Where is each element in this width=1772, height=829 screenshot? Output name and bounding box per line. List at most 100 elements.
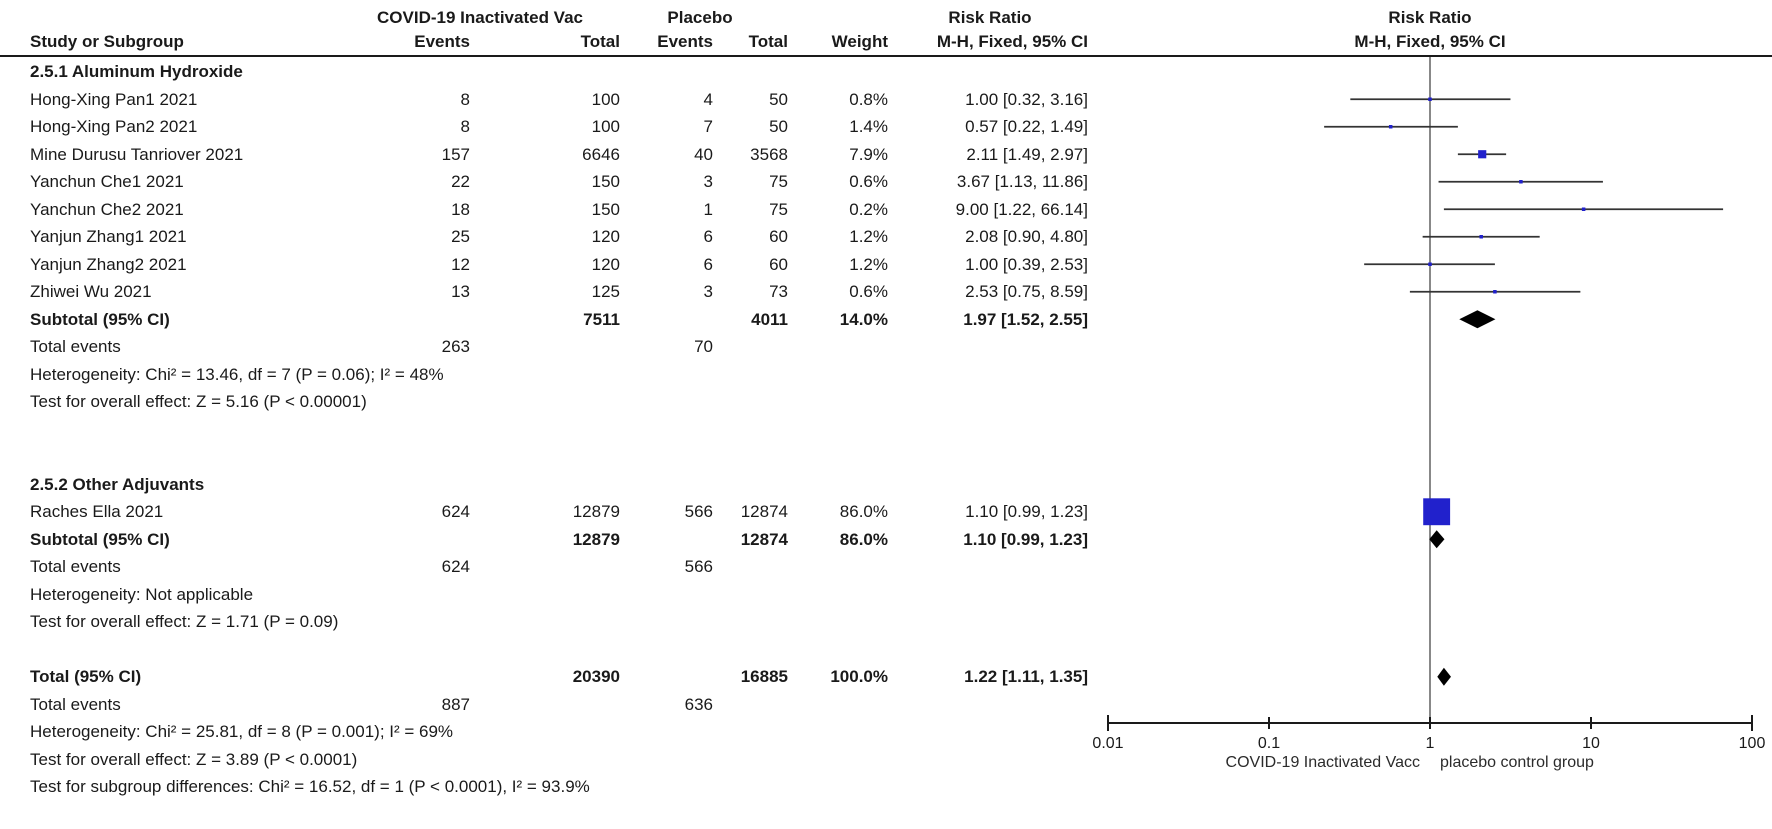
x-axis-tick-label: 10 (1582, 735, 1600, 752)
total-placebo-column-header: Total (748, 32, 788, 51)
risk-ratio-ci-value: 1.10 [0.99, 1.23] (965, 502, 1088, 521)
summary-diamond (1429, 530, 1445, 549)
events-placebo-value: 566 (684, 557, 713, 576)
note-row: Test for subgroup differences: Chi² = 16… (0, 773, 1772, 801)
events-vaccine-value: 263 (441, 337, 470, 356)
row-label: 2.5.1 Aluminum Hydroxide (30, 62, 243, 81)
weight-value: 0.2% (849, 199, 888, 219)
subgroup-header-row: 2.5.1 Aluminum Hydroxide (0, 58, 1772, 86)
events-vaccine-value: 22 (451, 172, 470, 191)
events-vaccine-value: 12 (451, 254, 470, 274)
total-events-row: Total events 624 566 (0, 553, 1772, 581)
ci-column-header-left: M-H, Fixed, 95% CI (936, 32, 1088, 51)
weight-value: 14.0% (839, 309, 888, 329)
study-marker (1493, 290, 1497, 294)
study-row: Yanchun Che1 2021 22 150 3 75 0.6% 3.67 [1.13,… (0, 168, 1772, 196)
row-label: Test for subgroup differences: Chi² = 16… (30, 777, 590, 796)
events-placebo-value: 70 (694, 337, 713, 356)
row-label: Yanjun Zhang1 2021 (30, 227, 187, 246)
total-vaccine-column-header: Total (580, 32, 620, 51)
study-marker (1581, 207, 1586, 211)
row-label: Heterogeneity: Chi² = 25.81, df = 8 (P =… (30, 722, 454, 741)
total-events-row: Total events 263 70 (0, 333, 1772, 361)
weight-value: 1.4% (849, 117, 888, 136)
study-row: Yanjun Zhang2 2021 12 120 6 60 1.2% 1.00 [0.39… (0, 251, 1772, 279)
study-marker (1428, 97, 1432, 101)
total-vaccine-value: 100 (591, 117, 620, 136)
note-row: Test for overall effect: Z = 1.71 (P = 0… (0, 608, 1772, 636)
study-row: Hong-Xing Pan1 2021 8 100 4 50 0.8% 1.00 [0.32… (0, 86, 1772, 114)
row-label: Yanchun Che2 2021 (30, 199, 184, 219)
events-placebo-value: 636 (684, 694, 713, 714)
x-axis-tick-label: 1 (1426, 735, 1435, 752)
risk-ratio-ci-value: 3.67 [1.13, 11.86] (956, 172, 1088, 191)
events-vaccine-value: 8 (460, 117, 470, 136)
events-placebo-value: 3 (703, 172, 713, 191)
ci-column-header-right: M-H, Fixed, 95% CI (1354, 32, 1506, 51)
study-row: Zhiwei Wu 2021 13 125 3 73 0.6% 2.53 [0.75, 8.… (0, 278, 1772, 306)
row-label: Hong-Xing Pan2 2021 (30, 117, 198, 136)
risk-ratio-ci-value: 9.00 [1.22, 66.14] (955, 199, 1088, 219)
total-placebo-value: 4011 (751, 309, 788, 329)
row-label: Yanjun Zhang2 2021 (30, 254, 187, 274)
events-placebo-value: 6 (703, 254, 713, 274)
total-vaccine-value: 100 (591, 89, 620, 109)
row-label: Mine Durusu Tanriover 2021 (30, 144, 244, 164)
row-label: Yanchun Che1 2021 (30, 172, 184, 191)
row-label: Subtotal (95% CI) (30, 309, 170, 329)
note-row: Heterogeneity: Chi² = 25.81, df = 8 (P =… (0, 718, 1772, 746)
study-row: Yanchun Che2 2021 18 150 1 75 0.2% 9.00 [1.22,… (0, 196, 1772, 224)
risk-ratio-ci-value: 1.10 [0.99, 1.23] (963, 529, 1088, 549)
study-marker (1388, 125, 1393, 129)
total-vaccine-value: 7511 (583, 309, 620, 329)
row-label: Total (95% CI) (30, 667, 142, 686)
study-row: Yanjun Zhang1 2021 25 120 6 60 1.2% 2.08 [0.90… (0, 223, 1772, 251)
study-marker (1519, 180, 1523, 184)
risk-ratio-ci-value: 1.00 [0.39, 2.53] (965, 254, 1088, 274)
row-label: Test for overall effect: Z = 1.71 (P = 0… (30, 612, 339, 631)
events-placebo-value: 40 (694, 144, 713, 164)
risk-ratio-ci-value: 0.57 [0.22, 1.49] (965, 117, 1088, 136)
total-vaccine-value: 12879 (572, 502, 620, 521)
events-placebo-value: 4 (703, 89, 713, 109)
events-vaccine-value: 624 (441, 502, 470, 521)
risk-ratio-header-left: Risk Ratio (948, 8, 1032, 27)
total-events-row: Total events 887 636 (0, 691, 1772, 719)
weight-value: 86.0% (839, 529, 888, 549)
header-rule (0, 55, 1772, 57)
subgroup-header-row: 2.5.2 Other Adjuvants (0, 471, 1772, 499)
study-marker (1428, 262, 1432, 266)
weight-value: 86.0% (839, 502, 888, 521)
risk-ratio-ci-value: 1.00 [0.32, 3.16] (965, 89, 1088, 109)
events-placebo-value: 1 (703, 199, 713, 219)
row-label: Subtotal (95% CI) (30, 529, 170, 549)
total-vaccine-value: 150 (591, 199, 620, 219)
note-row: Test for overall effect: Z = 3.89 (P < 0… (0, 746, 1772, 774)
study-marker (1478, 150, 1487, 159)
total-placebo-value: 12874 (740, 529, 788, 549)
row-label: Raches Ella 2021 (30, 502, 164, 521)
total-placebo-value: 75 (769, 172, 788, 191)
events-placebo-column-header: Events (657, 32, 713, 51)
risk-ratio-ci-value: 2.53 [0.75, 8.59] (965, 282, 1088, 301)
events-placebo-value: 6 (703, 227, 713, 246)
events-vaccine-value: 13 (451, 282, 470, 301)
study-marker (1423, 498, 1451, 526)
risk-ratio-ci-value: 1.97 [1.52, 2.55] (963, 309, 1088, 329)
total-placebo-value: 73 (769, 282, 788, 301)
total-vaccine-value: 20390 (572, 667, 620, 686)
total-placebo-value: 60 (769, 254, 788, 274)
study-marker (1479, 235, 1483, 239)
subtotal-row: Subtotal (95% CI) 7511 4011 14.0% 1.97 [1.52… (0, 306, 1772, 334)
risk-ratio-header-right: Risk Ratio (1388, 8, 1472, 27)
note-row: Test for overall effect: Z = 5.16 (P < 0… (0, 388, 1772, 416)
note-row: Heterogeneity: Chi² = 13.46, df = 7 (P =… (0, 361, 1772, 389)
total-vaccine-value: 120 (591, 227, 620, 246)
row-label: Zhiwei Wu 2021 (30, 282, 152, 301)
study-row: Hong-Xing Pan2 2021 8 100 7 50 1.4% 0.57 [0.22… (0, 113, 1772, 141)
risk-ratio-ci-value: 1.22 [1.11, 1.35] (964, 667, 1088, 686)
total-placebo-value: 16885 (740, 667, 788, 686)
events-vaccine-column-header: Events (414, 32, 470, 51)
weight-value: 100.0% (830, 667, 888, 686)
